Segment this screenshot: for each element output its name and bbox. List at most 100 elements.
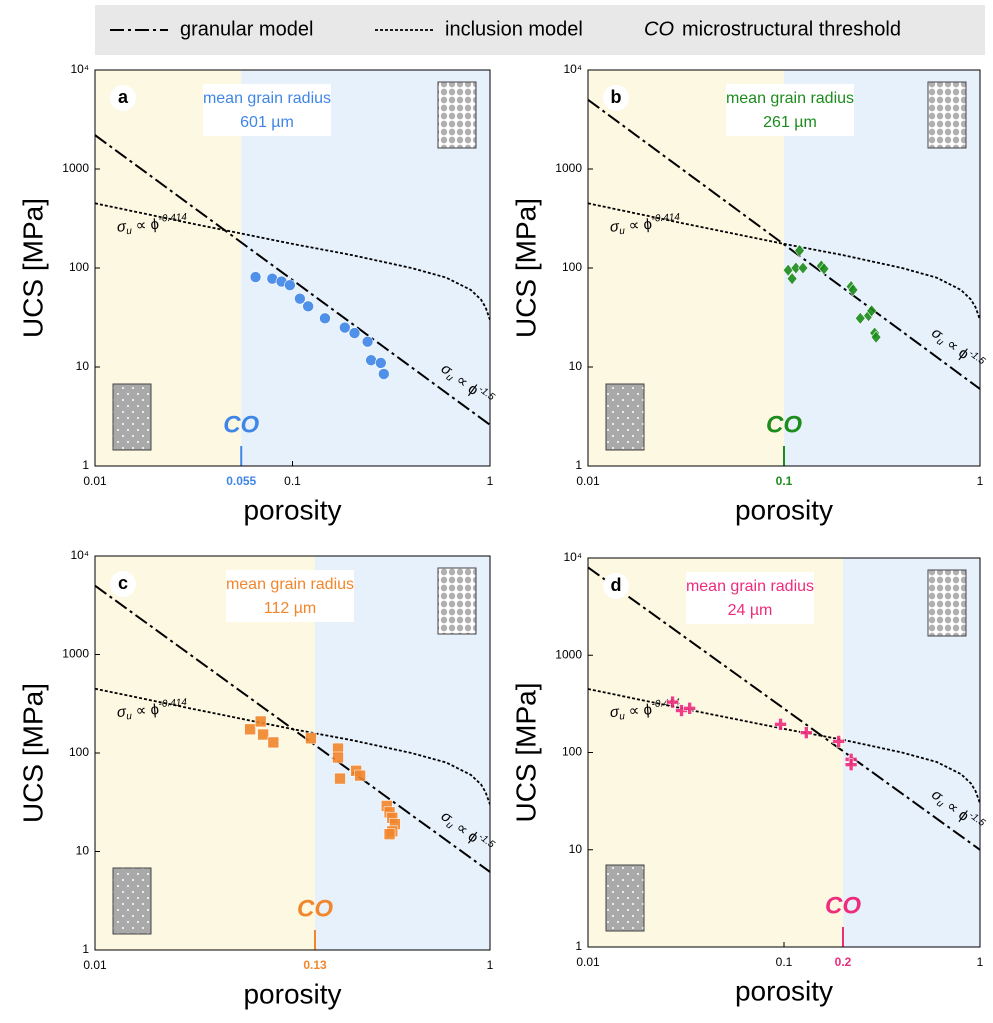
y-tick-label: 10 [569, 842, 583, 856]
x-tick-label: 1 [487, 474, 494, 488]
inset-dense [927, 569, 967, 637]
plot-frame [587, 69, 981, 467]
panel-label: b [611, 87, 622, 107]
panel-badge [603, 85, 629, 111]
inset-sparse [112, 867, 152, 935]
point [332, 751, 344, 764]
point [375, 357, 387, 369]
plot-frame [94, 555, 491, 951]
point [847, 283, 859, 297]
annotation-value: 112 µm [264, 600, 317, 617]
point [794, 244, 805, 258]
y-tick-label: 10 [76, 359, 90, 373]
formula-sup: -0.414 [158, 697, 187, 710]
annotation-box [686, 572, 814, 624]
legend-box [95, 5, 985, 55]
formula-sub: u [444, 372, 455, 384]
point [683, 701, 696, 715]
annotation-box [203, 84, 331, 136]
point [249, 271, 262, 283]
formula-rel: ∝ ϕ [624, 216, 653, 235]
x-tick-label: 0.01 [83, 958, 107, 972]
legend-label: granular model [180, 18, 313, 40]
y-axis-label: UCS [MPa] [510, 682, 541, 822]
threshold-label: CO [766, 411, 802, 438]
formula-sub: u [934, 798, 945, 810]
annotation-value: 601 µm [240, 114, 294, 131]
point [284, 279, 296, 292]
x-tick-label: 1 [977, 474, 984, 488]
formula-base: σ [609, 703, 620, 721]
model-lines [95, 134, 490, 426]
y-tick-label: 10 [76, 844, 90, 858]
formula-sub: u [126, 711, 133, 722]
x-axis-label: porosity [735, 975, 833, 1006]
y-tick-label: 10⁴ [70, 548, 89, 562]
formula-rel: ∝ ϕ [624, 701, 653, 720]
formula-base: σ [116, 703, 127, 721]
inset-sparse [605, 864, 645, 932]
granular-line [588, 566, 980, 851]
x-tick-label: 0.1 [284, 474, 301, 488]
annotation-title: mean grain radius [203, 90, 331, 107]
formula-base: σ [609, 218, 620, 236]
y-tick-label: 1 [575, 458, 582, 472]
x-axis-label: porosity [243, 494, 341, 525]
point [257, 728, 269, 741]
y-tick-label: 1 [82, 942, 89, 956]
formula-rel: ∝ ϕ [131, 701, 160, 720]
x-tick-label: 0.01 [576, 474, 600, 488]
point [832, 735, 845, 748]
annotation-value: 24 µm [728, 602, 773, 619]
point [365, 354, 377, 367]
annotation-value: 261 µm [763, 114, 817, 131]
point [797, 261, 809, 275]
x-tick-label: 1 [487, 958, 494, 972]
formula-sub: u [444, 819, 455, 831]
y-tick-label: 100 [562, 745, 582, 759]
y-tick-label: 1000 [62, 161, 89, 175]
inset-dense [927, 81, 967, 149]
threshold-value: 0.1 [776, 474, 793, 488]
inclusion-line [95, 202, 490, 321]
plot-frame [587, 557, 981, 948]
formula-sub: u [934, 336, 945, 348]
threshold-label: CO [297, 895, 333, 922]
y-tick-label: 1000 [555, 161, 582, 175]
point [378, 368, 390, 380]
legend-symbol: CO [644, 18, 674, 40]
panel-label: d [611, 575, 622, 595]
point [319, 312, 331, 325]
inclusion-line [588, 688, 980, 804]
inset-sparse [605, 383, 645, 451]
annotation-box [226, 570, 354, 622]
x-axis-label: porosity [735, 494, 833, 525]
inclusion-line [588, 202, 980, 321]
x-tick-label: 0.01 [83, 474, 107, 488]
y-tick-label: 10⁴ [563, 550, 582, 564]
point [302, 300, 314, 313]
point [666, 695, 679, 709]
y-tick-label: 100 [69, 260, 89, 274]
y-tick-label: 10⁴ [70, 62, 89, 76]
point [361, 335, 374, 348]
point [790, 261, 802, 275]
inset-dense [437, 567, 477, 635]
threshold-value: 0.055 [226, 474, 256, 488]
y-tick-label: 1 [575, 939, 582, 953]
y-tick-label: 100 [562, 260, 582, 274]
formula: σu ∝ ϕ-0.414 [116, 211, 188, 237]
inset-sparse [112, 383, 152, 451]
threshold-label: CO [825, 892, 861, 919]
point [354, 769, 366, 782]
formula: σu ∝ ϕ-0.414 [609, 211, 681, 237]
formula-rel: ∝ ϕ [131, 216, 160, 235]
panel-badge [110, 85, 136, 111]
point [294, 292, 306, 305]
panel-label: c [118, 573, 128, 593]
y-tick-label: 1000 [62, 647, 89, 661]
threshold-value: 0.13 [303, 958, 327, 972]
